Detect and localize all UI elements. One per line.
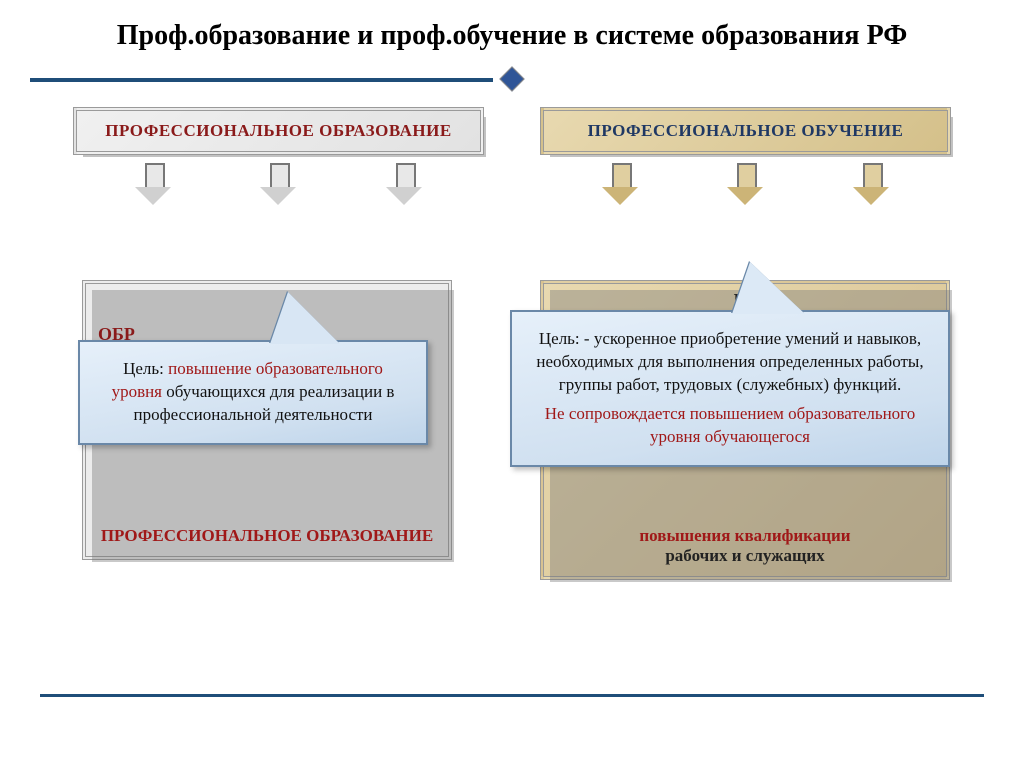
left-callout-lead: Цель: bbox=[123, 359, 168, 378]
arrow-down-icon bbox=[386, 163, 422, 209]
divider-right bbox=[30, 78, 493, 82]
title-divider bbox=[30, 69, 994, 89]
right-header-text: ПРОФЕССИОНАЛЬНОЕ ОБУЧЕНИЕ bbox=[588, 121, 904, 140]
arrow-down-icon bbox=[727, 163, 763, 209]
right-header-box: ПРОФЕССИОНАЛЬНОЕ ОБУЧЕНИЕ bbox=[540, 107, 951, 155]
page-title: Проф.образование и проф.обучение в систе… bbox=[30, 18, 994, 53]
right-callout: Цель: - ускоренное приобретение умений и… bbox=[510, 310, 950, 467]
right-callout-lead: Цель: - bbox=[539, 329, 594, 348]
right-bottom-black: рабочих и служащих bbox=[544, 546, 946, 566]
left-bottom-red: ПРОФЕССИОНАЛЬНОЕ ОБРАЗОВАНИЕ bbox=[101, 526, 433, 545]
callout-tail-icon bbox=[732, 262, 805, 314]
left-arrows bbox=[90, 163, 467, 213]
left-callout-rest: обучающихся для реализации в профессиона… bbox=[133, 382, 394, 424]
title-area: Проф.образование и проф.обучение в систе… bbox=[0, 0, 1024, 63]
right-callout-emph: Не сопровождается повышением образовател… bbox=[530, 403, 930, 449]
arrow-down-icon bbox=[853, 163, 889, 209]
left-header-box: ПРОФЕССИОНАЛЬНОЕ ОБРАЗОВАНИЕ bbox=[73, 107, 484, 155]
right-callout-body: ускоренное приобретение умений и навыков… bbox=[536, 329, 923, 394]
arrow-down-icon bbox=[260, 163, 296, 209]
right-arrows bbox=[557, 163, 934, 213]
arrow-down-icon bbox=[602, 163, 638, 209]
arrow-down-icon bbox=[135, 163, 171, 209]
bottom-divider bbox=[40, 694, 984, 697]
left-callout: Цель: повышение образовательного уровня … bbox=[78, 340, 428, 445]
left-header-text: ПРОФЕССИОНАЛЬНОЕ ОБРАЗОВАНИЕ bbox=[105, 121, 451, 140]
right-bottom-red: повышения квалификации bbox=[544, 526, 946, 546]
divider-diamond-icon bbox=[499, 66, 524, 91]
callout-tail-icon bbox=[270, 292, 340, 344]
